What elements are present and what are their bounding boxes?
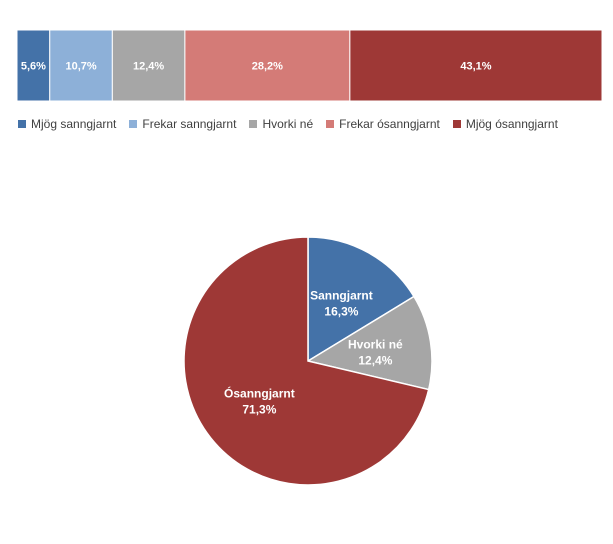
bar-segment-label: 43,1% bbox=[460, 61, 491, 73]
legend-item: Frekar ósanngjarnt bbox=[326, 117, 440, 131]
bar-segment bbox=[184, 29, 351, 102]
bar-segment-label: 12,4% bbox=[133, 61, 164, 73]
legend-swatch bbox=[129, 120, 138, 128]
legend-swatch bbox=[18, 120, 26, 128]
legend-label: Frekar sanngjarnt bbox=[142, 117, 237, 131]
bar-segment-label: 10,7% bbox=[65, 61, 96, 73]
bar-segment-label: 28,2% bbox=[252, 61, 283, 73]
pie-slice-name: Sanngjarnt bbox=[310, 289, 373, 303]
bar-segment bbox=[16, 29, 51, 102]
bar-segment bbox=[111, 29, 186, 102]
bar-legend: Mjög sanngjarnt Frekar sanngjarnt Hvorki n… bbox=[18, 117, 558, 131]
bar-segment-label: 5,6% bbox=[21, 61, 46, 73]
pie-slice-value: 12,4% bbox=[358, 353, 392, 367]
stacked-bar-chart: 5,6% 10,7% 12,4% 28,2% 43,1% bbox=[16, 29, 603, 102]
bar-segment bbox=[349, 29, 603, 102]
legend-swatch bbox=[249, 120, 258, 128]
legend-label: Hvorki né bbox=[262, 117, 314, 131]
pie-slice-value: 71,3% bbox=[242, 402, 276, 416]
bar-segment bbox=[49, 29, 113, 102]
legend-label: Mjög sanngjarnt bbox=[31, 117, 117, 131]
legend-item: Hvorki né bbox=[249, 117, 313, 131]
pie-slice bbox=[307, 236, 415, 363]
pie-slice-name: Hvorki né bbox=[348, 337, 403, 351]
legend-label: Mjög ósanngjarnt bbox=[465, 117, 558, 131]
pie-slice-name: Ósanngjarnt bbox=[224, 385, 295, 400]
pie-slice bbox=[183, 236, 430, 486]
legend-swatch bbox=[452, 120, 461, 128]
legend-swatch bbox=[326, 120, 335, 128]
legend-item: Mjög sanngjarnt bbox=[18, 117, 116, 131]
pie-slice bbox=[306, 295, 433, 391]
legend-label: Frekar ósanngjarnt bbox=[339, 117, 440, 131]
legend-item: Mjög ósanngjarnt bbox=[452, 117, 558, 131]
legend-item: Frekar sanngjarnt bbox=[129, 117, 236, 131]
pie-slice-value: 16,3% bbox=[324, 305, 358, 319]
